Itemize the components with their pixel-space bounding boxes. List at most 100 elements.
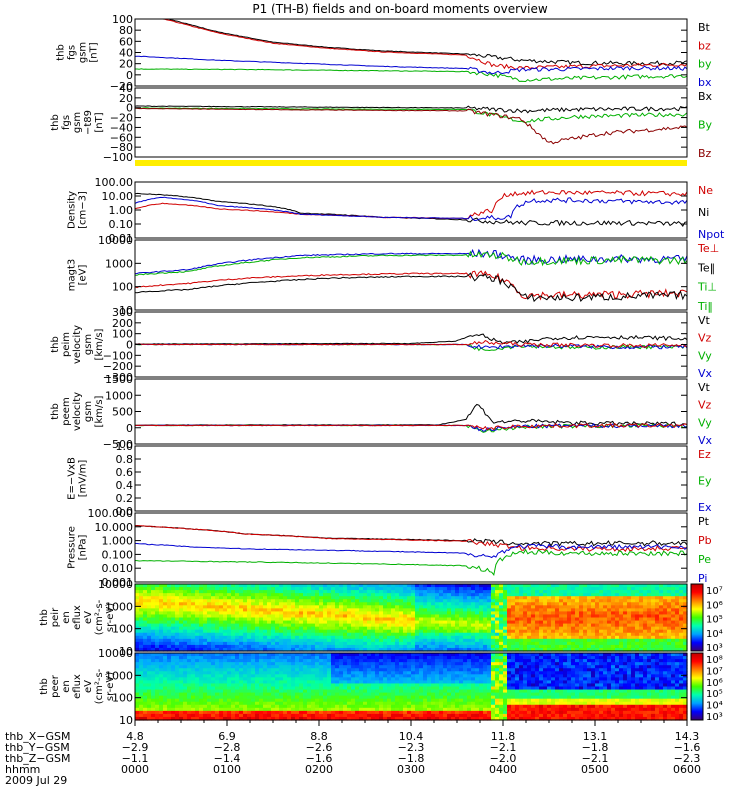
colorbar-label: 10⁴ <box>706 629 723 640</box>
y-axis-label-line: thb <box>50 114 61 131</box>
y-axis-label-line: Pressure <box>67 526 78 569</box>
y-tick-label: 0.2 <box>116 492 134 505</box>
series-line-3 <box>135 543 687 557</box>
legend-entry: Pb <box>698 534 712 547</box>
y-axis-label: Pressure[nPa] <box>67 526 89 569</box>
y-axis-label-line: gsm <box>72 112 83 133</box>
series-line-2 <box>135 191 687 219</box>
series-lines <box>135 106 687 144</box>
y-axis-label: thbfgsgsm−t89[nT] <box>50 110 105 135</box>
legend-entry: Vx <box>698 367 713 380</box>
series-lines <box>135 191 687 227</box>
legend-entry: Pt <box>698 515 710 528</box>
legend-entry: Vt <box>698 381 711 394</box>
legend-entry: Ey <box>698 475 712 488</box>
y-axis-label: E=−VxB[mV/m] <box>67 457 89 500</box>
series-line-1 <box>135 334 687 344</box>
legend-entry: Bt <box>698 21 711 34</box>
y-tick-label: 500 <box>112 406 133 419</box>
legend-entry: Bz <box>698 147 712 160</box>
y-axis-label-line: fgs <box>67 45 78 60</box>
y-axis-label-line: eV <box>83 611 94 624</box>
panel-2: 40200−20−40−60−80−100thbfgsgsm−t89[nT]Bx… <box>50 82 713 164</box>
panel-frame <box>135 446 687 511</box>
y-axis-label-line: (cm²-s- <box>94 599 105 635</box>
series-line-3 <box>135 271 687 299</box>
series-lines <box>135 405 687 433</box>
series-line-3 <box>135 69 687 82</box>
y-tick-label: 100.000 <box>88 507 134 520</box>
y-tick-label: −100 <box>103 151 133 164</box>
panel-8: 100.00010.0001.0000.1000.0100.001Pressur… <box>67 507 712 589</box>
y-axis-label-line: en <box>61 611 72 624</box>
y-tick-label: 1.00 <box>109 204 134 217</box>
legend-entry: Te⊥ <box>697 242 719 255</box>
legend-entry: Vt <box>698 314 711 327</box>
legend-entry: Vy <box>698 416 712 429</box>
series-line-1 <box>135 14 687 65</box>
y-tick-label: 0 <box>126 422 133 435</box>
y-axis-label-line: thb <box>56 44 67 61</box>
series-line-1 <box>135 526 687 546</box>
legend-entry: Ni <box>698 206 709 219</box>
series-line-4 <box>135 273 687 301</box>
y-axis-label-line: thb <box>39 609 50 626</box>
series-line-2 <box>135 344 687 350</box>
y-axis-label-line: −t89 <box>83 110 94 135</box>
y-tick-label: 1000 <box>105 257 133 270</box>
y-axis-label: thbfgsgsm[nT] <box>56 42 100 63</box>
y-axis-label-line: sr-eV) <box>105 603 116 632</box>
y-tick-label: 10.00 <box>102 190 134 203</box>
y-axis-label-line: thb <box>50 336 61 353</box>
legend-entry: Pe <box>698 553 711 566</box>
panel-10: 10000100010010thbpeerenefluxeV(cm²-s-sr-… <box>39 647 723 727</box>
legend-entry: Ti⊥ <box>697 281 717 294</box>
series-line-4 <box>135 550 687 575</box>
y-tick-label: 100 <box>112 281 133 294</box>
legend-entry: Ne <box>698 184 713 197</box>
legend-entry: Ex <box>698 501 712 514</box>
y-axis-label-line: peem <box>61 397 72 425</box>
y-axis-label-line: [nT] <box>94 112 105 132</box>
y-tick-label: 10.000 <box>95 521 134 534</box>
series-line-4 <box>135 341 687 348</box>
y-axis-label-line: fgs <box>61 115 72 130</box>
series-lines <box>135 14 687 82</box>
series-line-1 <box>135 405 687 426</box>
legend-entry: Vy <box>698 349 712 362</box>
y-axis-label-line: [eV] <box>78 265 89 286</box>
y-axis-label-line: peir <box>50 607 61 627</box>
legend-entry: Vz <box>698 332 712 345</box>
heatmap-cells <box>135 653 688 721</box>
legend-entry: Vz <box>698 399 712 412</box>
y-axis-label: thbpeimvelocitygsm[km/s] <box>50 325 105 364</box>
panels: 100806040200−20thbfgsgsm[nT]Btbzbybx4020… <box>39 13 725 727</box>
y-axis-label-line: [cm−3] <box>78 191 89 229</box>
y-tick-label: 1.0 <box>116 440 134 453</box>
y-tick-label: 0.100 <box>102 548 134 561</box>
legend-entry: bz <box>698 39 711 52</box>
y-tick-label: 10000 <box>98 234 133 247</box>
y-axis-label: Density[cm−3] <box>67 191 89 229</box>
legend-entry: By <box>698 119 713 132</box>
y-axis-label-line: magt3 <box>67 259 78 292</box>
series-line-1 <box>135 193 687 226</box>
y-axis-label-line: E=−VxB <box>67 457 78 500</box>
panel-frame <box>135 182 687 238</box>
y-axis-label-line: [km/s] <box>94 328 105 360</box>
y-axis-label: magt3[eV] <box>67 259 89 292</box>
y-tick-label: 0.6 <box>116 466 134 479</box>
y-axis-label-line: [nT] <box>89 42 100 62</box>
y-axis-label-line: gsm <box>83 334 94 355</box>
y-axis-label-line: [nPa] <box>78 534 89 560</box>
y-tick-label: 0.8 <box>116 453 134 466</box>
y-axis-label-line: eflux <box>72 605 83 630</box>
y-axis-label-line: gsm <box>78 42 89 63</box>
colorbar-label: 10⁷ <box>706 586 723 597</box>
panel-5: 3002001000−100−200−300thbpeimvelocitygsm… <box>50 306 713 384</box>
legend-entry: by <box>698 58 712 71</box>
